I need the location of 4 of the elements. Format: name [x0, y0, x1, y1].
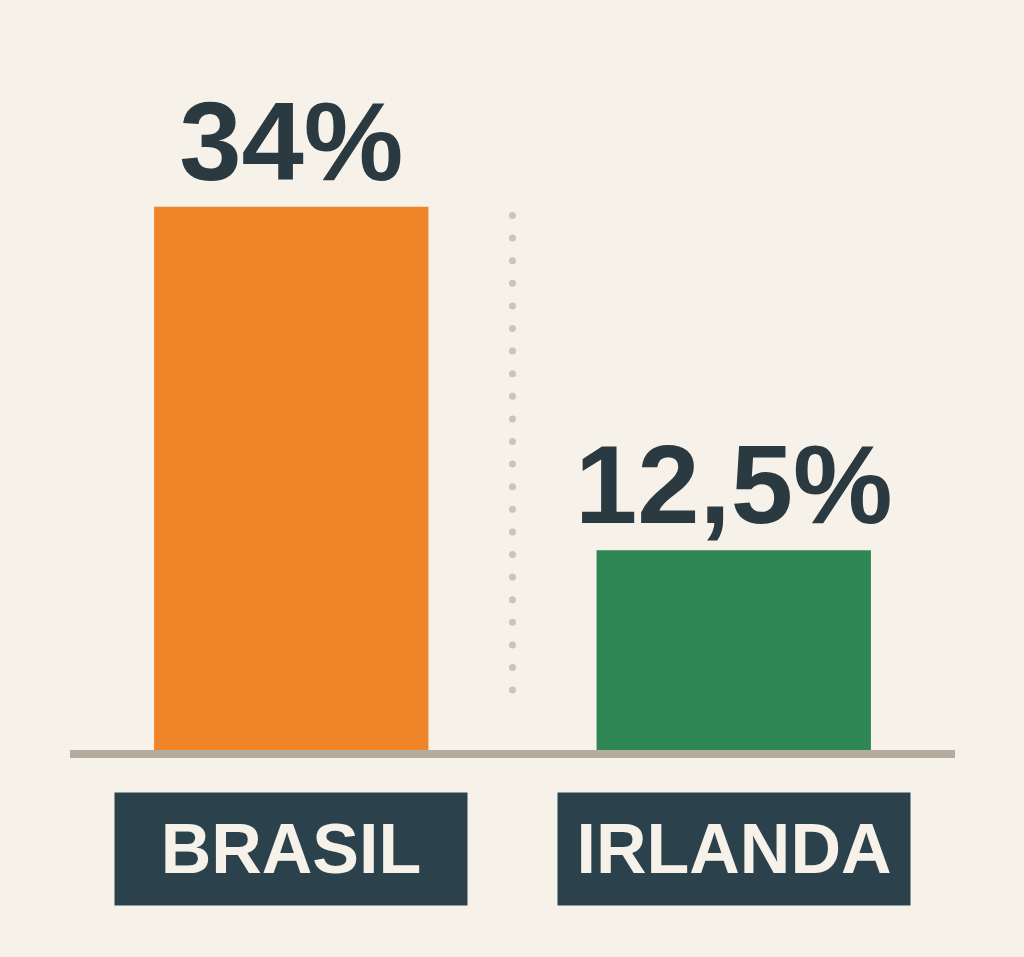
- data-label: 34%: [179, 78, 404, 204]
- x-tick-label: IRLANDA: [576, 810, 892, 888]
- data-label: 12,5%: [574, 422, 893, 548]
- x-tick-label: BRASIL: [160, 810, 422, 888]
